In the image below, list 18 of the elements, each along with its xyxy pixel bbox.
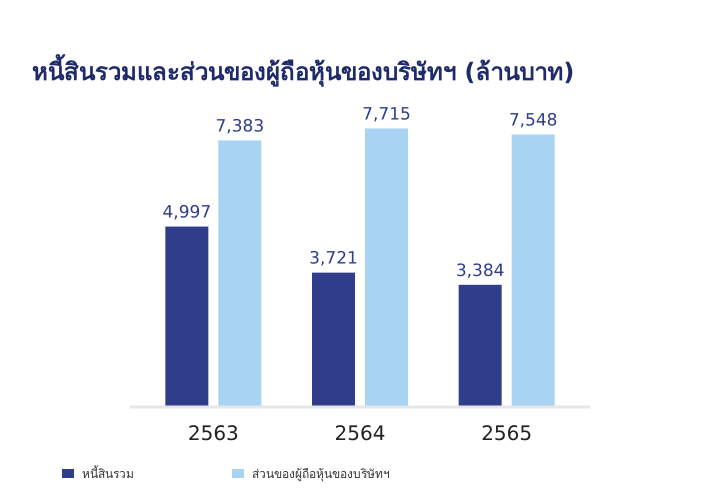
legend-label: ส่วนของผู้ถือหุ้นของบริษัทฯ [252, 467, 390, 482]
bar [458, 284, 502, 407]
x-tick-label: 2565 [481, 421, 532, 445]
data-label: 3,721 [309, 248, 358, 269]
bar [512, 134, 555, 407]
data-label: 7,715 [362, 104, 411, 124]
bar [365, 128, 408, 407]
data-label: 7,383 [215, 116, 264, 136]
x-tick-label: 2564 [334, 421, 386, 445]
data-label: 7,548 [508, 110, 558, 130]
chart-title: หนี้สินรวมและส่วนของผู้ถือหุ้นของบริษัทฯ (ล้านบาท) [32, 53, 574, 88]
bar [312, 272, 355, 407]
data-label: 4,997 [162, 202, 212, 223]
legend-label: หนี้สินรวม [82, 465, 134, 481]
data-label: 3,384 [456, 260, 505, 281]
bar [165, 226, 208, 407]
x-tick-label: 2563 [188, 421, 239, 445]
bar [218, 140, 262, 407]
